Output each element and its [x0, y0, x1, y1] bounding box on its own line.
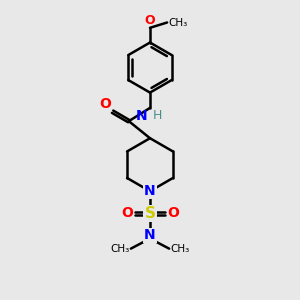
Text: CH₃: CH₃ [169, 17, 188, 28]
Text: N: N [144, 184, 156, 198]
Text: S: S [145, 206, 155, 221]
Text: H: H [153, 109, 162, 122]
Text: O: O [145, 14, 155, 27]
Text: O: O [99, 97, 111, 111]
Text: O: O [167, 206, 179, 220]
Text: N: N [136, 109, 148, 123]
Text: O: O [121, 206, 133, 220]
Text: CH₃: CH₃ [171, 244, 190, 254]
Text: CH₃: CH₃ [110, 244, 129, 254]
Text: N: N [144, 228, 156, 242]
